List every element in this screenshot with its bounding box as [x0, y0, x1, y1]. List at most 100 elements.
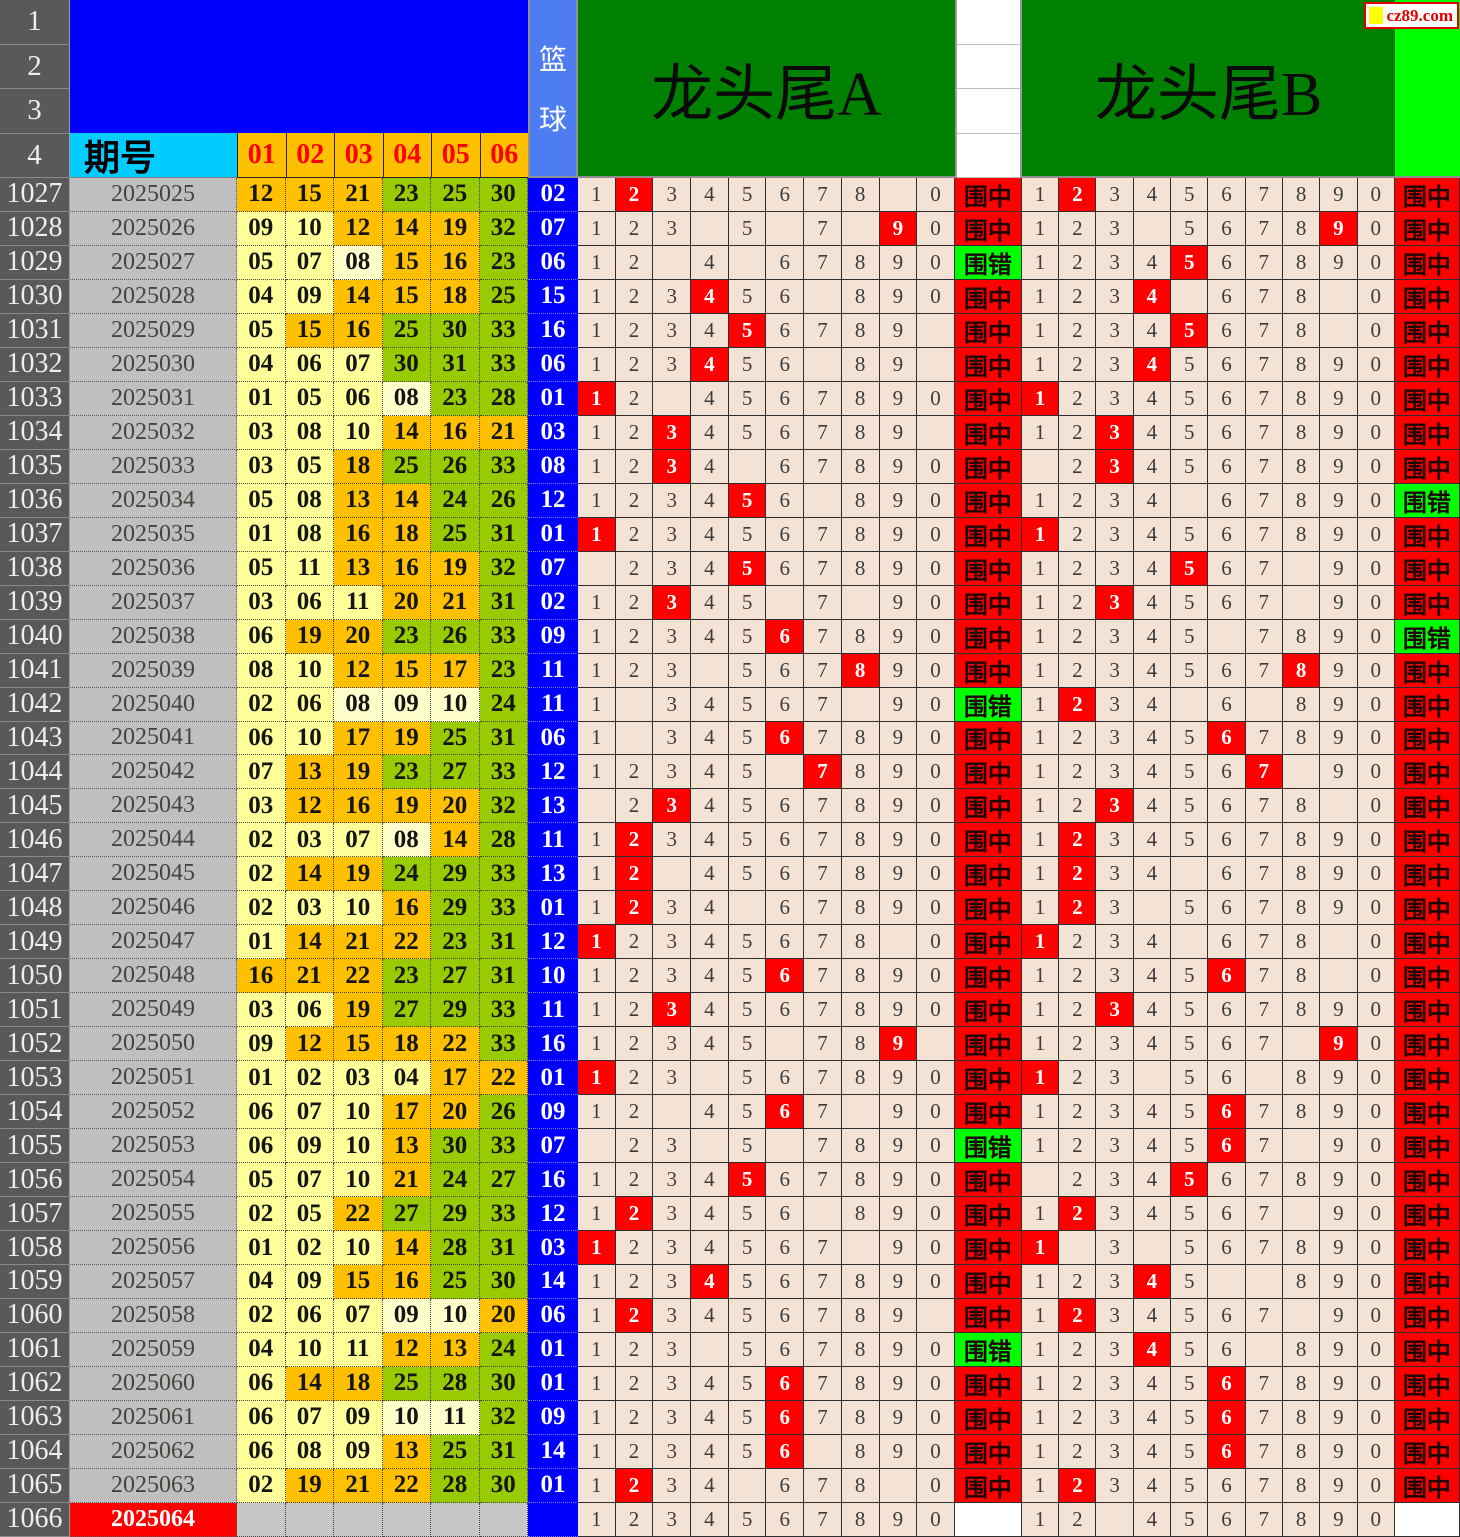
digit-cell-b — [1171, 925, 1209, 960]
issue-cell: 2025060 — [70, 1366, 237, 1401]
digit-cell-a: 3 — [653, 279, 692, 314]
digit-cell-a: 8 — [841, 1434, 880, 1469]
digit-cell-a: 5 — [728, 1332, 767, 1367]
digit-cell-a: 7 — [804, 245, 842, 280]
digit-cell-b: 1 — [1021, 1095, 1060, 1130]
issue-cell: 2025043 — [70, 789, 237, 824]
digit-cell-a: 0 — [917, 959, 955, 994]
digit-cell-b: 6 — [1208, 789, 1246, 824]
digit-cell-a: 1 — [578, 1366, 616, 1401]
digit-cell-a: 2 — [615, 1197, 654, 1232]
digit-cell-b: 0 — [1357, 1265, 1395, 1299]
digit-cell-b: 3 — [1096, 415, 1134, 450]
row-index-cell: 1042 — [0, 687, 70, 722]
digit-cell-a — [691, 1061, 729, 1096]
red-ball-cell: 06 — [237, 619, 286, 654]
row-index-cell: 1054 — [0, 1095, 70, 1130]
digit-cell-b: 3 — [1096, 483, 1134, 518]
digit-cell-b: 7 — [1245, 381, 1283, 416]
digit-cell-b: 1 — [1021, 1468, 1060, 1503]
status-cell-a: 围中 — [954, 619, 1022, 654]
digit-cell-b: 8 — [1282, 211, 1321, 246]
red-ball-cell: 33 — [479, 891, 528, 926]
digit-cell-a: 3 — [653, 1366, 692, 1401]
digit-cell-b: 5 — [1171, 517, 1209, 552]
red-ball-cell: 31 — [479, 1434, 528, 1469]
digit-cell-b: 6 — [1208, 1231, 1246, 1265]
red-ball-cell: 02 — [285, 1061, 334, 1096]
issue-cell: 2025056 — [70, 1231, 237, 1265]
status-cell-b: 围中 — [1394, 857, 1460, 892]
red-ball-cell: 14 — [334, 279, 383, 314]
digit-cell-a: 6 — [766, 245, 805, 280]
digit-cell-a: 6 — [766, 381, 805, 416]
digit-cell-a: 4 — [691, 245, 729, 280]
digit-cell-a: 6 — [766, 1095, 805, 1130]
digit-cell-a: 5 — [728, 1400, 767, 1435]
digit-cell-a: 5 — [728, 381, 767, 416]
status-cell-b: 围中 — [1394, 415, 1460, 450]
digit-cell-a: 1 — [578, 449, 616, 484]
red-ball-cell: 16 — [431, 245, 480, 280]
digit-cell-a: 4 — [691, 721, 729, 756]
red-ball-cell: 10 — [334, 1231, 383, 1265]
digit-cell-b: 8 — [1282, 619, 1321, 654]
digit-cell-a: 3 — [653, 891, 692, 926]
digit-cell-a: 7 — [804, 993, 842, 1028]
issue-cell: 2025036 — [70, 551, 237, 586]
red-ball-cell: 25 — [382, 1366, 431, 1401]
digit-cell-a: 6 — [766, 1332, 805, 1367]
blue-ball-cell: 16 — [528, 1027, 578, 1062]
status-cell-b: 围中 — [1394, 1468, 1460, 1503]
digit-cell-b: 8 — [1282, 517, 1321, 552]
digit-cell-b: 0 — [1357, 1231, 1395, 1265]
watermark-text: cz89.com — [1386, 5, 1453, 25]
watermark-badge[interactable]: cz89.com — [1364, 2, 1459, 29]
status-cell-b: 围中 — [1394, 178, 1460, 212]
blue-ball-cell: 07 — [528, 1129, 578, 1164]
table-row: 1036 2025034 05 08 13 14 24 26 12 1 2 3 4 5 6 8 9 0 围中 1 2 3 4… — [0, 483, 1460, 518]
red-ball-cell: 04 — [237, 1265, 286, 1299]
digit-cell-b: 2 — [1059, 755, 1097, 790]
digit-cell-a: 0 — [917, 245, 955, 280]
red-ball-cell: 15 — [382, 245, 431, 280]
red-ball-cell: 33 — [479, 619, 528, 654]
digit-cell-b: 2 — [1059, 789, 1097, 824]
digit-cell-b: 6 — [1208, 347, 1246, 382]
digit-cell-a: 0 — [917, 721, 955, 756]
digit-cell-a: 8 — [841, 1197, 880, 1232]
digit-cell-b: 2 — [1059, 245, 1097, 280]
red-ball-cell: 31 — [479, 585, 528, 620]
digit-cell-a — [841, 687, 880, 722]
red-ball-cell: 10 — [382, 1400, 431, 1435]
status-cell-a: 围中 — [954, 279, 1022, 314]
red-ball-cell: 09 — [285, 1129, 334, 1164]
digit-cell-b — [1171, 279, 1209, 314]
red-ball-cell: 26 — [479, 1095, 528, 1130]
digit-cell-b: 9 — [1320, 823, 1358, 858]
red-ball-cell: 10 — [431, 1298, 480, 1333]
digit-cell-b: 9 — [1320, 347, 1358, 382]
red-ball-cell: 09 — [382, 687, 431, 722]
status-cell-a: 围中 — [954, 1434, 1022, 1469]
digit-cell-a: 6 — [766, 993, 805, 1028]
digit-cell-a: 0 — [917, 653, 955, 688]
digit-cell-b: 8 — [1282, 959, 1321, 994]
digit-cell-b: 3 — [1096, 1129, 1134, 1164]
digit-cell-b: 4 — [1133, 1163, 1172, 1198]
digit-cell-b: 8 — [1282, 279, 1321, 314]
status-cell-b: 围中 — [1394, 449, 1460, 484]
digit-cell-a: 6 — [766, 415, 805, 450]
digit-cell-b: 2 — [1059, 1129, 1097, 1164]
digit-cell-b: 1 — [1021, 1129, 1060, 1164]
red-ball-cell — [237, 1502, 286, 1537]
red-ball-cell: 20 — [334, 619, 383, 654]
digit-cell-b: 9 — [1320, 1027, 1358, 1062]
red-ball-cell: 28 — [479, 381, 528, 416]
digit-cell-a: 0 — [917, 585, 955, 620]
red-ball-cell: 14 — [285, 925, 334, 960]
status-cell-a: 围中 — [954, 551, 1022, 586]
red-ball-cell: 09 — [285, 279, 334, 314]
digit-cell-a: 8 — [841, 347, 880, 382]
blue-ball-cell: 01 — [528, 1366, 578, 1401]
